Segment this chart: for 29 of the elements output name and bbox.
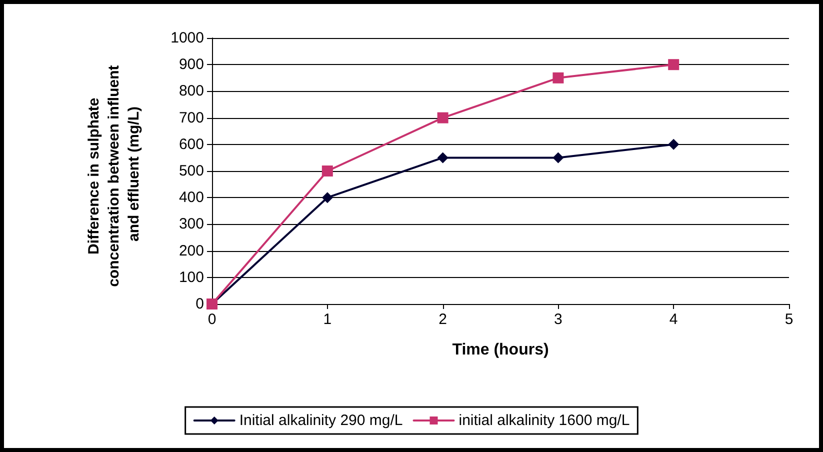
y-tick-label: 400	[178, 189, 204, 206]
point	[322, 166, 333, 176]
x-tick-label: 2	[438, 311, 447, 328]
y-tick-label: 0	[196, 296, 204, 312]
x-tick-label: 1	[323, 311, 332, 328]
y-tick-label: 100	[178, 268, 204, 286]
point	[437, 152, 448, 164]
y-tick-label: 600	[178, 136, 204, 153]
point	[552, 72, 564, 84]
x-axis-title: Time (hours)	[452, 342, 549, 358]
legend-label: Initial alkalinity 290 mg/L	[239, 412, 403, 429]
x-tick-label: 4	[669, 311, 678, 328]
point	[668, 59, 680, 70]
point	[552, 152, 564, 164]
y-tick-label: 500	[178, 162, 204, 180]
point	[668, 138, 680, 150]
x-tick-label: 5	[784, 311, 794, 328]
y-tick-label: 900	[178, 56, 204, 74]
y-axis-title: Difference in sulphate concentration between influent and effluent (mg/L)	[86, 61, 142, 287]
x-tick-label: 3	[554, 311, 562, 328]
y-tick-label: 200	[178, 242, 204, 260]
y-tick-label: 1000	[170, 30, 204, 46]
legend-label: initial alkalinity 1600 mg/L	[458, 412, 630, 429]
y-tick-label: 800	[178, 82, 204, 100]
point	[437, 112, 448, 124]
x-tick-label: 0	[208, 311, 216, 328]
y-tick-label: 700	[178, 109, 204, 126]
point	[322, 192, 333, 204]
y-tick-label: 300	[178, 216, 204, 233]
